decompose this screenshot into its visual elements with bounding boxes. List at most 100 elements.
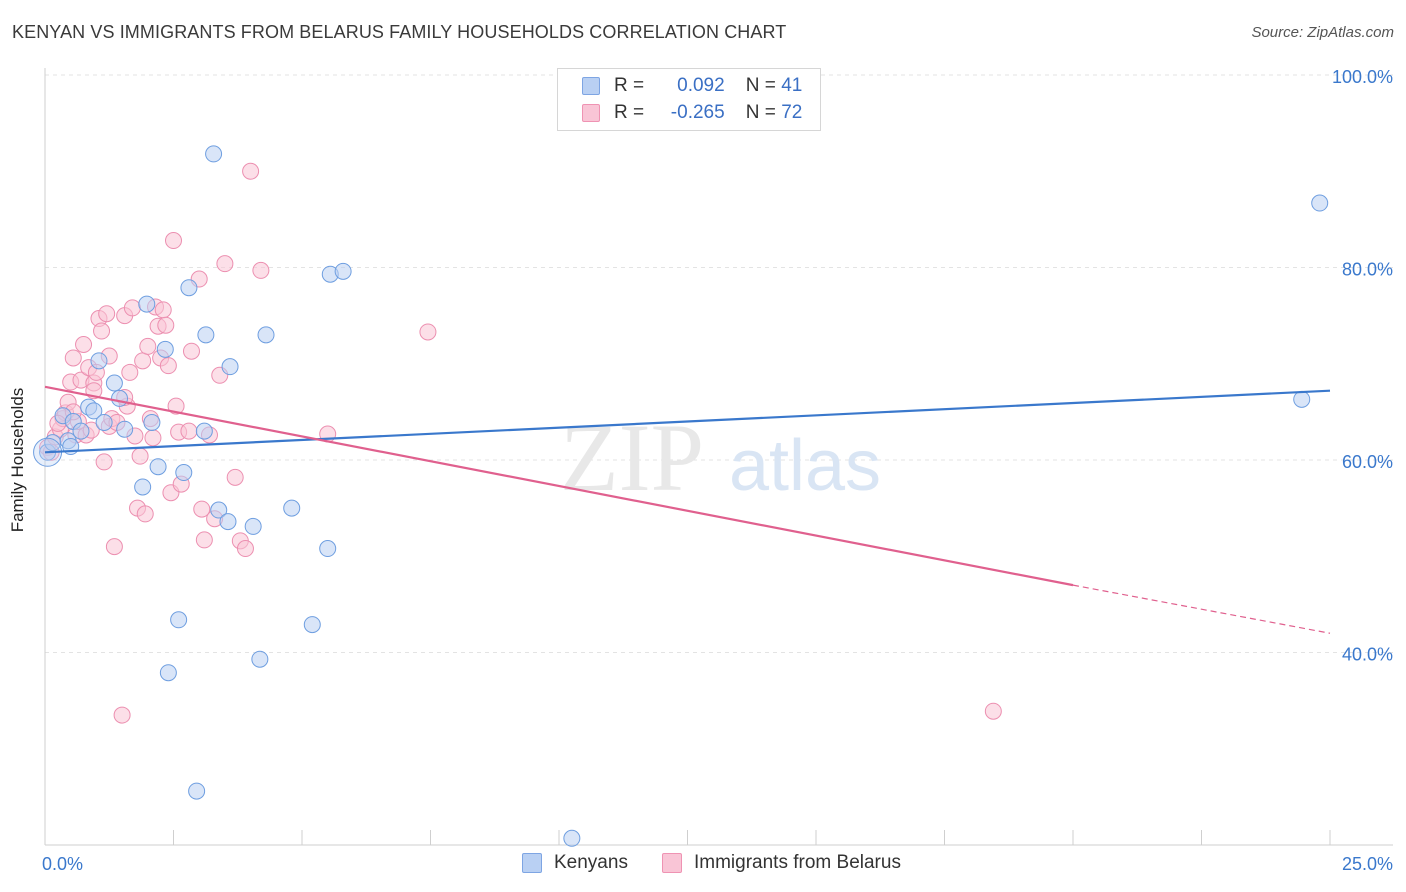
belarus-point	[252, 261, 270, 279]
kenyan-point	[149, 458, 167, 476]
kenyans-swatch	[582, 77, 600, 95]
belarus-legend-swatch	[662, 853, 682, 873]
legend-item-belarus[interactable]: Immigrants from Belarus	[662, 852, 901, 874]
belarus-r-value: -0.265	[670, 102, 725, 123]
belarus-point	[242, 162, 260, 180]
belarus-point	[182, 342, 200, 360]
belarus-point	[193, 500, 211, 518]
belarus-point	[75, 336, 93, 353]
source-label: Source: ZipAtlas.com	[1251, 24, 1394, 41]
kenyan-point	[175, 464, 193, 482]
kenyan-point	[134, 478, 152, 496]
legend-row-belarus: R = -0.265 N = 72	[582, 100, 802, 126]
belarus-point	[131, 447, 149, 465]
belarus-point	[64, 349, 82, 367]
belarus-point	[165, 232, 182, 250]
kenyan-point	[283, 499, 301, 517]
kenyan-point	[138, 295, 156, 313]
belarus-point	[157, 316, 175, 334]
belarus-point	[984, 702, 1002, 720]
kenyan-point	[197, 326, 215, 344]
axes	[44, 68, 1393, 846]
legend-row-kenyans: R = 0.092 N = 41	[582, 73, 802, 99]
legend-n-label: N =	[745, 102, 776, 123]
kenyans-n-value: 41	[781, 75, 803, 96]
kenyans-r-value: 0.092	[677, 75, 725, 96]
kenyan-point	[251, 650, 269, 668]
belarus-point	[98, 305, 116, 323]
kenyan-point	[111, 389, 129, 407]
belarus-legend-label: Immigrants from Belarus	[694, 852, 901, 873]
kenyans-legend-swatch	[522, 853, 542, 873]
belarus-point	[139, 337, 157, 355]
legend-n-label: N =	[745, 75, 776, 96]
kenyans-trend-line	[44, 389, 1331, 454]
watermark: ZIP atlas	[560, 404, 881, 511]
kenyan-point	[188, 782, 206, 800]
kenyan-point	[1293, 390, 1311, 408]
chart-title: KENYAN VS IMMIGRANTS FROM BELARUS FAMILY…	[12, 22, 787, 42]
belarus-point	[419, 323, 437, 341]
y-tick-label: 80.0%	[1342, 260, 1393, 280]
x-tick-label-min: 0.0%	[42, 854, 83, 874]
kenyans-legend-label: Kenyans	[554, 852, 628, 873]
belarus-point	[180, 422, 198, 440]
belarus-point	[105, 538, 123, 556]
kenyan-point	[180, 279, 198, 297]
kenyan-point	[116, 420, 134, 438]
legend-r-label: R =	[614, 102, 645, 123]
belarus-point	[226, 468, 244, 486]
kenyan-point	[85, 402, 103, 420]
kenyan-point	[319, 540, 337, 558]
kenyan-point	[334, 262, 352, 280]
kenyan-point	[219, 513, 237, 531]
belarus-point	[95, 453, 113, 471]
y-tick-label: 100.0%	[1332, 67, 1393, 87]
belarus-n-value: 72	[781, 102, 803, 123]
kenyan-point	[563, 829, 581, 847]
kenyan-point	[90, 352, 108, 370]
kenyan-point	[210, 501, 228, 519]
belarus-swatch	[582, 104, 600, 122]
watermark-zip: ZIP	[560, 404, 704, 511]
kenyan-point	[303, 616, 321, 634]
belarus-point	[123, 299, 141, 317]
kenyan-point	[159, 664, 177, 682]
y-axis-label: Family Households	[8, 387, 27, 533]
belarus-point	[154, 301, 172, 319]
y-tick-label: 40.0%	[1342, 645, 1393, 665]
belarus-point	[136, 505, 154, 523]
belarus-point	[216, 255, 234, 273]
series-legend: Kenyans Immigrants from Belarus	[0, 852, 1406, 878]
kenyan-point	[257, 326, 275, 344]
belarus-point	[113, 706, 131, 724]
kenyan-point	[221, 358, 239, 376]
belarus-point	[121, 363, 139, 381]
belarus-point	[93, 322, 111, 340]
kenyan-point	[170, 611, 188, 629]
belarus-point	[195, 531, 213, 549]
kenyan-point	[156, 340, 174, 358]
belarus-point	[236, 540, 254, 558]
trend-lines	[44, 385, 1331, 634]
legend-item-kenyans[interactable]: Kenyans	[522, 852, 628, 874]
kenyan-point	[244, 517, 262, 535]
belarus-point	[144, 429, 162, 447]
kenyan-points	[33, 145, 1329, 847]
belarus-point	[134, 352, 152, 370]
kenyan-point	[1311, 194, 1329, 212]
x-tick-label-max: 25.0%	[1342, 854, 1393, 874]
kenyan-point	[105, 374, 123, 392]
belarus-point	[159, 357, 177, 375]
kenyan-point	[205, 145, 223, 163]
belarus-trend-line	[44, 385, 1074, 587]
legend-r-label: R =	[614, 75, 645, 96]
kenyan-point	[72, 422, 90, 440]
belarus-point	[167, 397, 185, 415]
kenyan-point	[143, 413, 161, 431]
y-tick-label: 60.0%	[1342, 452, 1393, 472]
correlation-legend: R = 0.092 N = 41 R = -0.265 N = 72	[557, 68, 821, 131]
kenyan-point	[95, 413, 113, 431]
belarus-trend-extension	[1072, 584, 1331, 634]
tick-labels: 40.0% 60.0% 80.0% 100.0% 0.0% 25.0%	[42, 67, 1393, 874]
